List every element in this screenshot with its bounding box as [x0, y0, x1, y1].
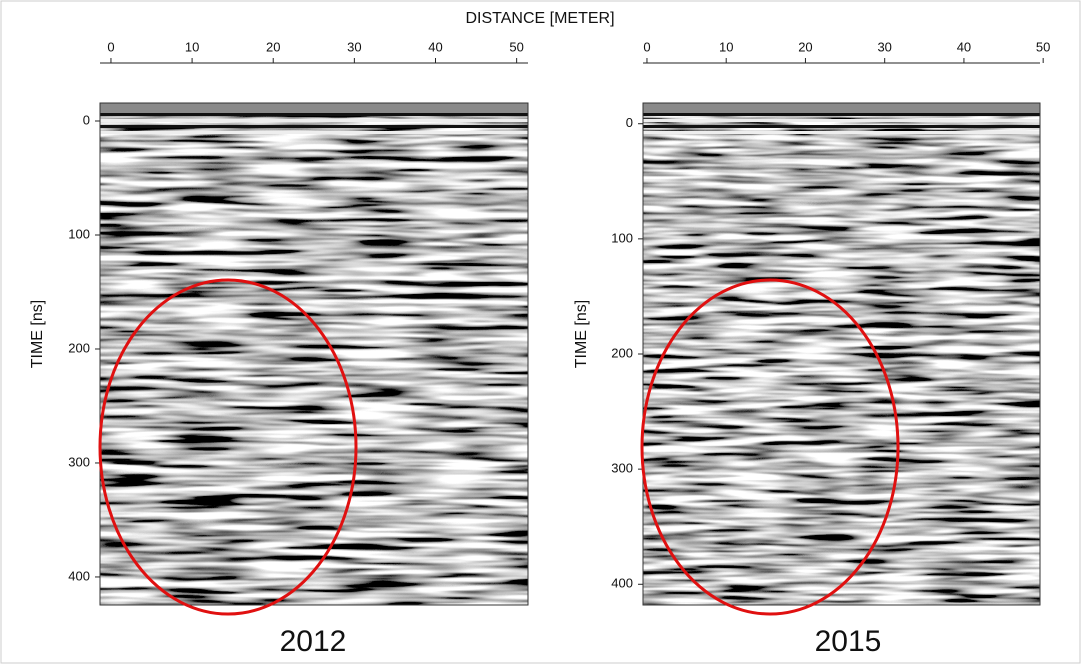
surface-band — [100, 119, 528, 122]
x-tick-label: 30 — [877, 39, 891, 54]
y-axis-label: TIME [ns] — [29, 300, 46, 368]
highlight-ellipse — [98, 278, 358, 616]
y-axis-label: TIME [ns] — [573, 300, 590, 368]
caption: 2012 — [280, 625, 347, 658]
x-tick-label: 20 — [266, 39, 280, 54]
y-tick-label: 100 — [68, 226, 90, 241]
y-tick-label: 300 — [611, 461, 633, 476]
x-tick-label: 40 — [957, 39, 971, 54]
highlight-ellipse — [640, 278, 900, 616]
surface-band — [643, 125, 1040, 128]
surface-band — [100, 125, 528, 128]
surface-band — [100, 131, 528, 134]
surface-band — [643, 113, 1040, 116]
surface-band — [643, 131, 1040, 134]
x-tick-label: 40 — [428, 39, 442, 54]
surface-band — [643, 119, 1040, 122]
y-tick-label: 400 — [611, 576, 633, 591]
x-tick-label: 10 — [719, 39, 733, 54]
air-band — [643, 103, 1040, 113]
radargram-image — [100, 103, 528, 605]
x-tick-label: 0 — [643, 39, 650, 54]
y-tick-label: 200 — [68, 340, 90, 355]
caption: 2015 — [815, 625, 882, 658]
y-tick-label: 200 — [611, 345, 633, 360]
figure-title: DISTANCE [METER] — [465, 10, 614, 27]
y-tick-label: 400 — [68, 568, 90, 583]
x-tick-label: 0 — [107, 39, 114, 54]
y-tick-label: 0 — [83, 112, 90, 127]
x-tick-label: 50 — [509, 39, 523, 54]
radargram-image — [643, 103, 1040, 605]
x-tick-label: 20 — [798, 39, 812, 54]
y-tick-label: 0 — [626, 115, 633, 130]
air-band — [100, 103, 528, 113]
x-tick-label: 30 — [347, 39, 361, 54]
y-tick-label: 100 — [611, 230, 633, 245]
surface-band — [100, 113, 528, 116]
plot-border — [99, 102, 529, 606]
x-tick-label: 50 — [1036, 39, 1050, 54]
x-tick-label: 10 — [185, 39, 199, 54]
y-tick-label: 300 — [68, 454, 90, 469]
